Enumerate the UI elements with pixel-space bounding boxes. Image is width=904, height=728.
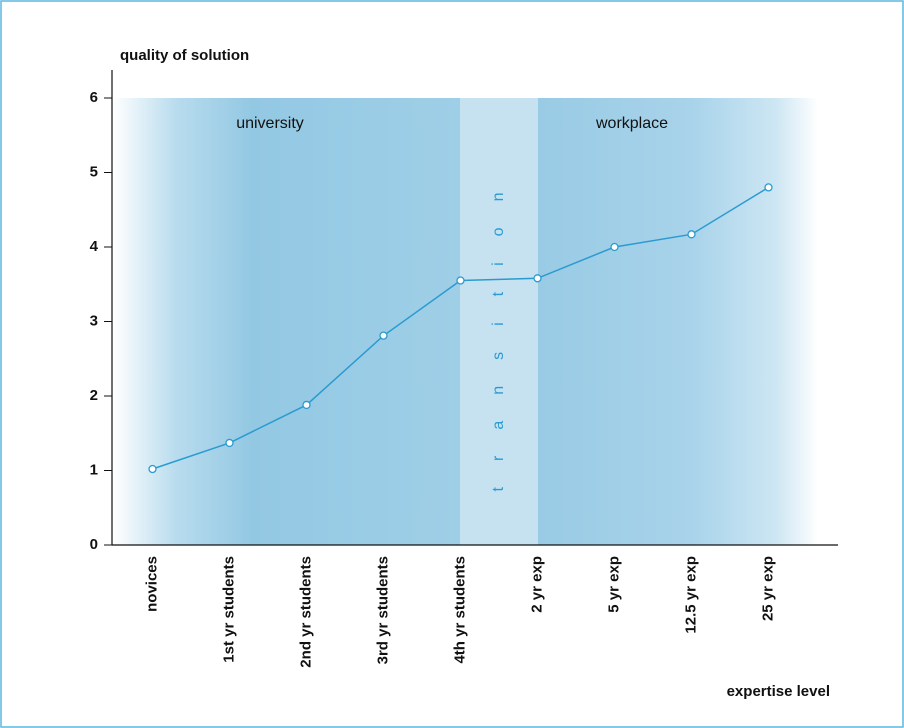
x-tick-label: 12.5 yr exp: [682, 556, 699, 634]
data-point: [148, 464, 157, 474]
data-point: [610, 242, 619, 252]
y-tick-label: 1: [90, 461, 98, 478]
data-point: [225, 438, 234, 448]
y-tick-label: 0: [90, 536, 98, 553]
y-tick-label: 2: [90, 387, 98, 404]
transition-band: [460, 98, 538, 545]
university-band: [113, 98, 460, 545]
y-tick-label: 6: [90, 89, 98, 106]
data-point: [302, 400, 311, 410]
data-point: [456, 276, 465, 285]
data-point: [379, 331, 388, 340]
x-tick-label: 1st yr students: [220, 556, 237, 663]
y-tick-label: 5: [90, 163, 98, 180]
x-axis-label: expertise level: [727, 683, 830, 700]
x-tick-label: 5 yr exp: [605, 556, 622, 613]
x-tick-label: 3rd yr students: [374, 556, 391, 664]
region-label: university: [236, 115, 304, 132]
y-tick-label: 4: [90, 238, 99, 255]
region-label: transition: [490, 167, 507, 492]
region-label: workplace: [595, 115, 668, 132]
x-tick-label: 2 yr exp: [528, 556, 545, 613]
data-point: [687, 230, 696, 239]
y-tick-label: 3: [90, 312, 98, 329]
data-point: [533, 274, 542, 283]
x-tick-label: 4th yr students: [451, 556, 468, 664]
workplace-band: [538, 98, 818, 545]
data-point: [764, 183, 773, 192]
y-axis-label: quality of solution: [120, 47, 249, 64]
x-tick-label: 2nd yr students: [297, 556, 314, 668]
x-tick-label: 25 yr exp: [759, 556, 776, 621]
x-tick-label: novices: [143, 556, 160, 612]
